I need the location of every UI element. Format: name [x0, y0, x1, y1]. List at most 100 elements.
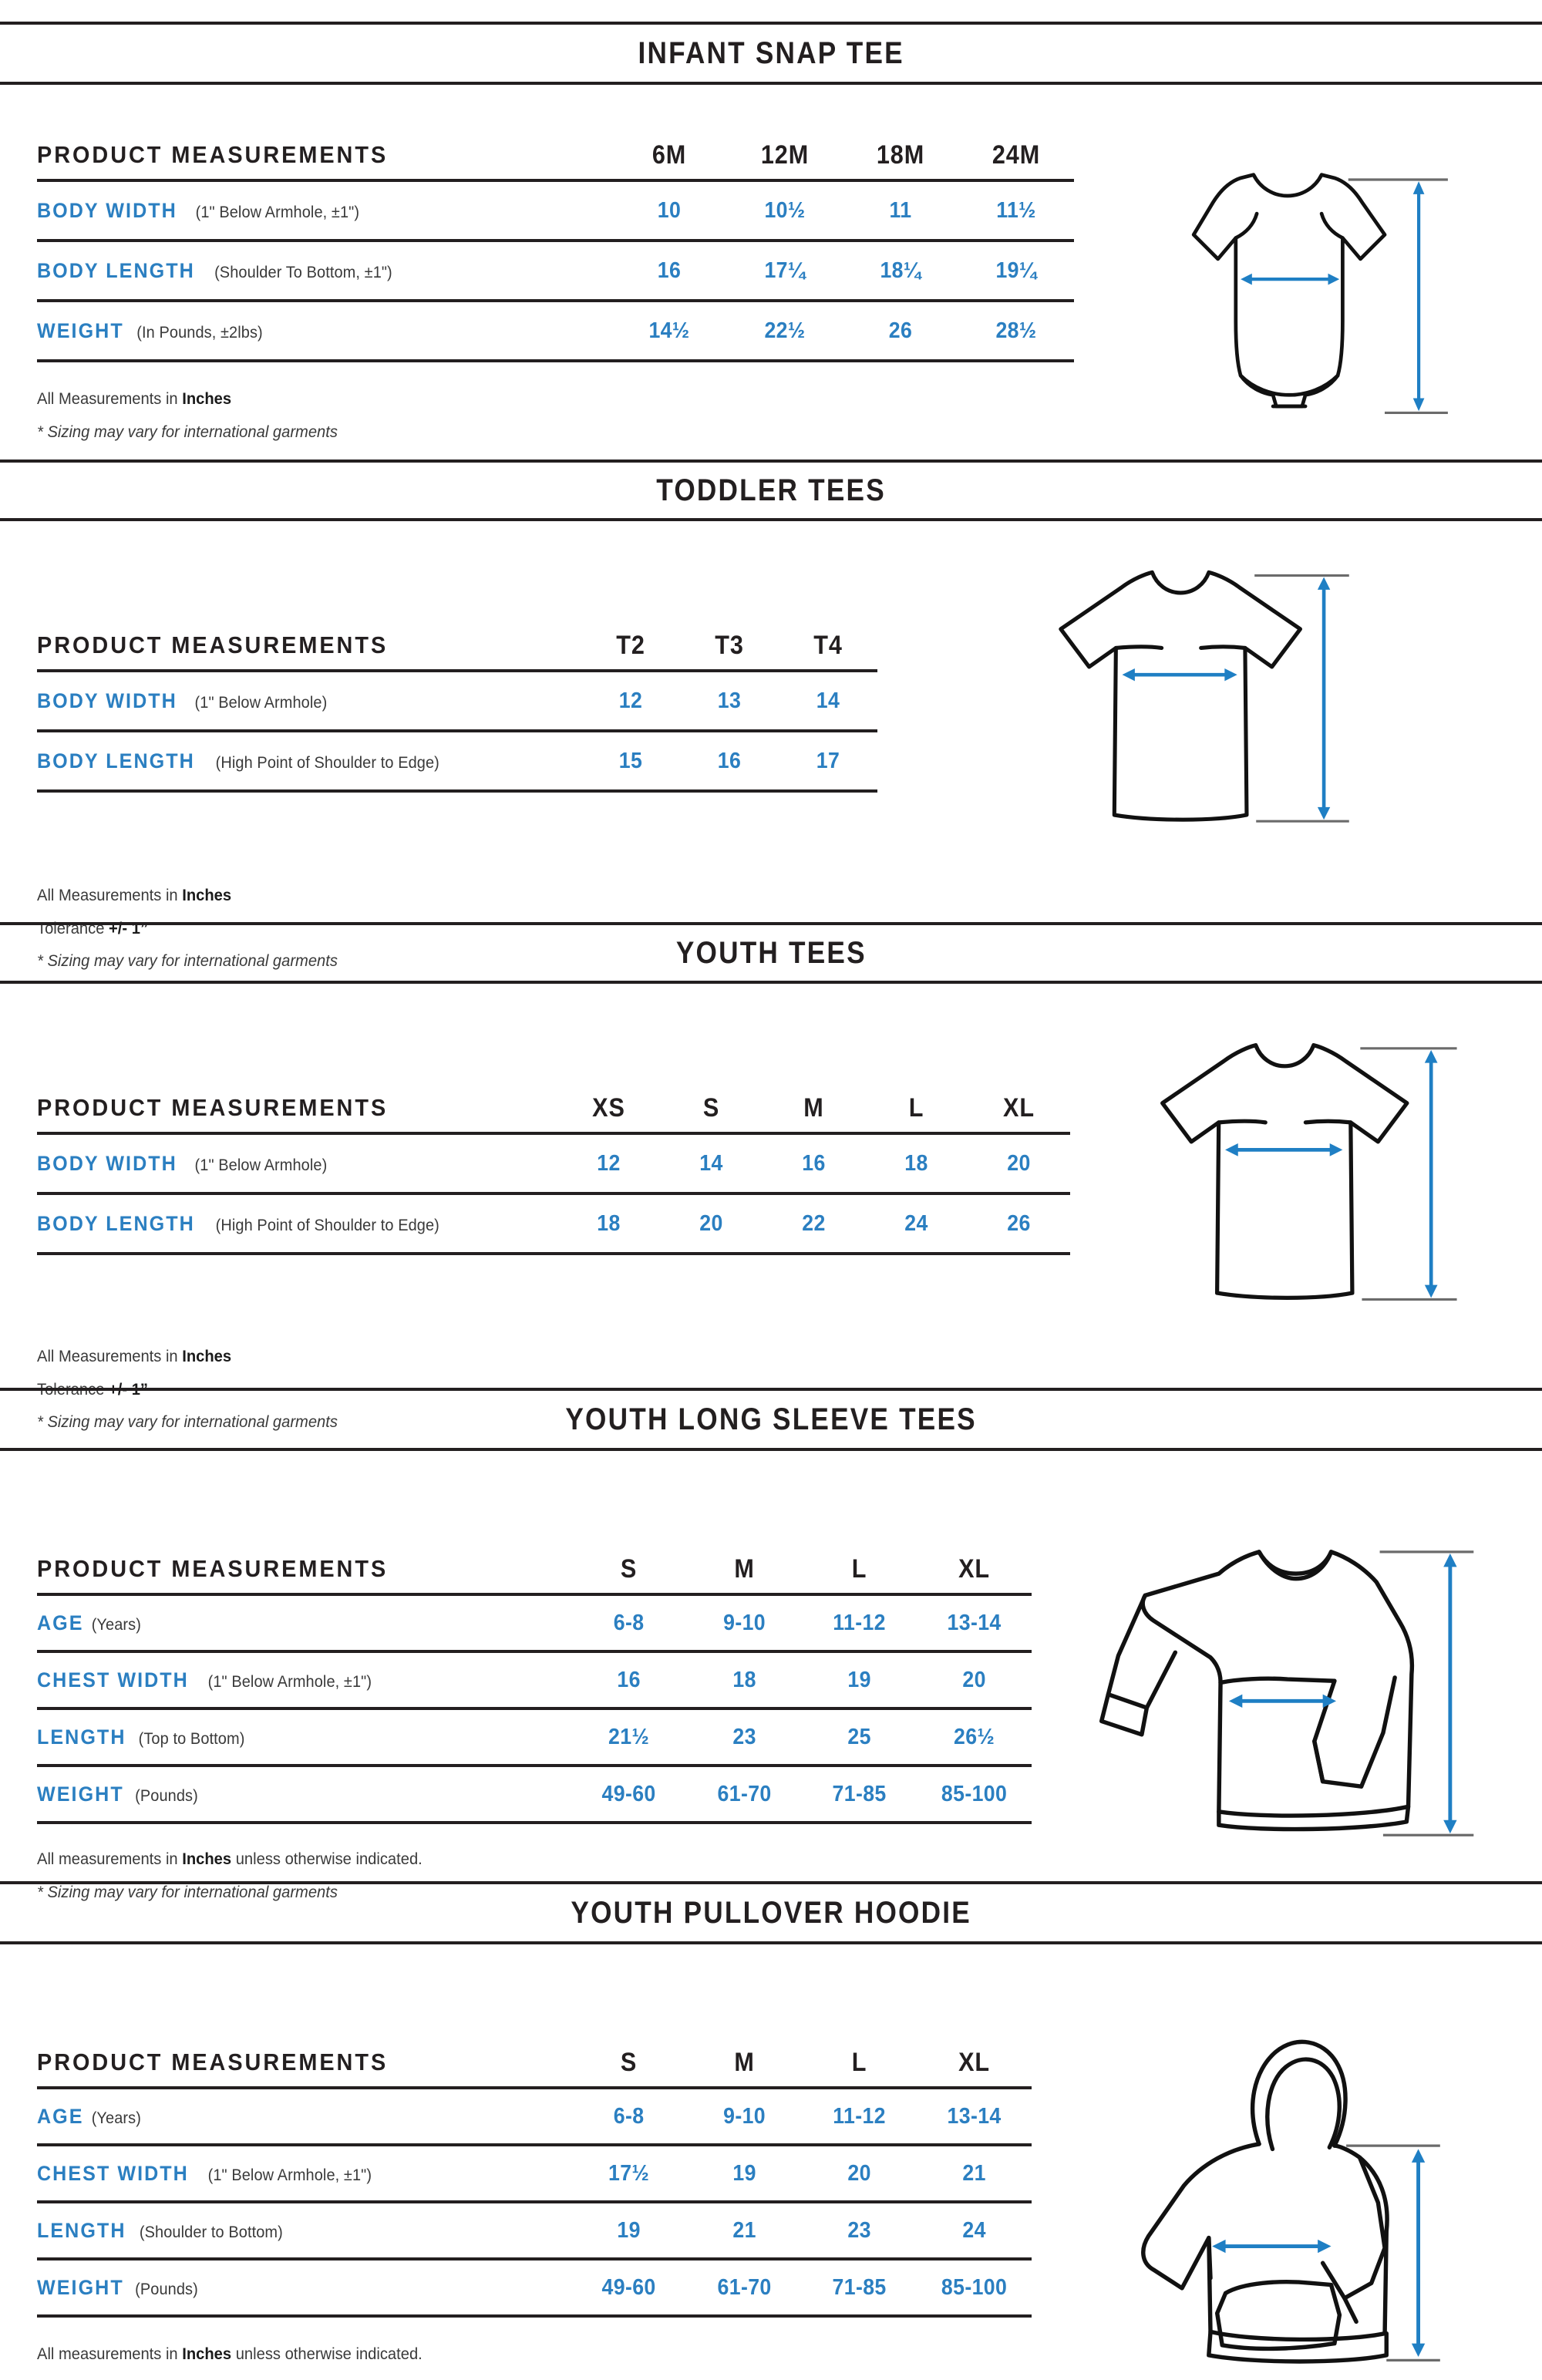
measurement-value: 13-14	[947, 1610, 1002, 1635]
table-bottom-rule	[37, 789, 877, 794]
table-header-row: PRODUCT MEASUREMENTS XS S M L XL	[37, 1084, 1070, 1133]
size-column-header: S	[621, 2047, 638, 2077]
footnote-text: * Sizing may vary for international garm…	[37, 1883, 338, 1901]
measurement-name: BODY WIDTH	[37, 198, 177, 222]
measurement-value: 26½	[953, 1724, 995, 1749]
measurements-table: PRODUCT MEASUREMENTS 6M 12M 18M 24M BODY WIDT…	[37, 131, 1074, 364]
size-column-header: 18M	[876, 140, 925, 170]
measurement-value: 21	[732, 2217, 756, 2243]
measurement-value: 16	[802, 1150, 826, 1176]
section-body: PRODUCT MEASUREMENTS S M L XL AGE (Years) 6-8 9-…	[0, 1451, 1542, 1901]
table-row: BODY WIDTH (1" Below Armhole) 12 14 16 18 20	[37, 1132, 1070, 1193]
measurement-value: 11	[889, 197, 912, 223]
product-measurements-header: PRODUCT MEASUREMENTS	[37, 1094, 389, 1121]
footnote-line: All Measurements in Inches	[37, 1345, 338, 1370]
size-column-header: S	[621, 1554, 638, 1584]
footnotes: All measurements in Inches unless otherw…	[37, 1847, 439, 1913]
section-divider-bottom	[0, 82, 1542, 85]
measurement-value: 61-70	[717, 1781, 772, 1806]
measurement-value: 71-85	[832, 2274, 887, 2300]
measurement-note: (1" Below Armhole, ±1")	[207, 1672, 372, 1691]
section-body: PRODUCT MEASUREMENTS 6M 12M 18M 24M BODY WIDT…	[0, 85, 1542, 447]
size-column-header: 6M	[651, 140, 687, 170]
measurement-value: 20	[847, 2160, 871, 2186]
measurement-value: 19	[617, 2217, 641, 2243]
table-row: AGE (Years) 6-8 9-10 11-12 13-14	[37, 1593, 1032, 1651]
measurements-table-wrapper: PRODUCT MEASUREMENTS XS S M L XL BODY WIDTH (1"…	[37, 1084, 1070, 1257]
measurement-value: 10	[657, 197, 682, 223]
measurement-name: AGE	[37, 1611, 84, 1634]
footnotes: All Measurements in Inches * Sizing may v…	[37, 387, 350, 453]
measurement-value: 11½	[996, 197, 1036, 223]
footnote-emphasis: Inches	[182, 390, 232, 408]
table-bottom-rule	[37, 359, 1074, 364]
measurements-table-wrapper: PRODUCT MEASUREMENTS T2 T3 T4 BODY WIDTH (1" …	[37, 621, 877, 794]
size-column-header: L	[851, 1554, 867, 1584]
section-divider-bottom	[0, 1448, 1542, 1451]
size-column-header: XL	[1003, 1092, 1035, 1123]
measurement-value: 20	[962, 1667, 986, 1692]
size-column-header: 24M	[992, 140, 1041, 170]
measurement-value: 20	[1007, 1150, 1031, 1176]
table-row: WEIGHT (Pounds) 49-60 61-70 71-85 85-100	[37, 2257, 1032, 2316]
measurements-table: PRODUCT MEASUREMENTS T2 T3 T4 BODY WIDTH (1" …	[37, 621, 877, 794]
measurement-name: WEIGHT	[37, 2275, 124, 2299]
measurement-note: (Pounds)	[135, 2280, 199, 2298]
footnote-line: * Sizing may vary for international garm…	[37, 1410, 338, 1436]
measurement-name: WEIGHT	[37, 1782, 124, 1806]
section-body: PRODUCT MEASUREMENTS XS S M L XL BODY WIDTH (1"…	[0, 984, 1542, 1431]
section-title: INFANT SNAP TEE	[638, 36, 904, 70]
measurement-value: 9-10	[722, 2103, 766, 2129]
measurement-value: 24	[904, 1210, 928, 1236]
measurement-value: 49-60	[601, 1781, 656, 1806]
measurement-note: (High Point of Shoulder to Edge)	[215, 753, 440, 772]
table-row: BODY LENGTH (High Point of Shoulder to Ed…	[37, 1192, 1070, 1254]
section-title: YOUTH LONG SLEEVE TEES	[565, 1402, 977, 1436]
measurement-value: 13	[717, 688, 742, 713]
measurement-value: 11-12	[832, 2103, 886, 2129]
measurement-name: BODY WIDTH	[37, 688, 177, 712]
footnote-emphasis: Inches	[182, 2345, 232, 2363]
measurement-value: 18	[732, 1667, 756, 1692]
footnote-text: All Measurements in	[37, 1348, 183, 1365]
measurement-value: 17	[816, 748, 840, 773]
size-column-header: M	[733, 1554, 755, 1584]
measurement-name: LENGTH	[37, 1725, 126, 1749]
table-row: BODY LENGTH (Shoulder To Bottom, ±1") 16 17…	[37, 239, 1074, 301]
measurements-table: PRODUCT MEASUREMENTS S M L XL AGE (Years) 6-8 9-…	[37, 1545, 1032, 1826]
section-title: YOUTH PULLOVER HOODIE	[571, 1896, 971, 1930]
footnote-text: * Sizing may vary for international garm…	[37, 1413, 338, 1432]
footnote-text: All measurements in	[37, 2345, 183, 2363]
measurement-note: (In Pounds, ±2lbs)	[136, 323, 263, 342]
size-column-header: T3	[715, 630, 744, 660]
garment-illustration-hoodie	[1095, 2021, 1480, 2380]
section-divider-top	[0, 22, 1542, 25]
measurement-value: 25	[847, 1724, 871, 1749]
table-row: BODY WIDTH (1" Below Armhole) 12 13 14	[37, 669, 877, 731]
section-divider-top	[0, 1388, 1542, 1391]
measurement-value: 14	[816, 688, 840, 713]
measurement-name: BODY LENGTH	[37, 258, 195, 282]
measurement-value: 20	[699, 1210, 723, 1236]
footnote-emphasis: Inches	[182, 1850, 232, 1868]
size-column-header: S	[702, 1092, 720, 1123]
size-column-header: T2	[616, 630, 645, 660]
measurement-value: 16	[657, 258, 682, 283]
table-bottom-rule	[37, 1821, 1032, 1826]
measurement-value: 6-8	[614, 2103, 645, 2129]
measurement-value: 12	[597, 1150, 621, 1176]
footnote-emphasis: Inches	[182, 1348, 232, 1365]
measurement-name: LENGTH	[37, 2218, 126, 2242]
measurement-name: BODY WIDTH	[37, 1151, 177, 1175]
measurement-value: 18	[904, 1150, 928, 1176]
table-header-row: PRODUCT MEASUREMENTS T2 T3 T4	[37, 621, 877, 671]
measurement-name: BODY LENGTH	[37, 749, 195, 773]
section-divider-top	[0, 1881, 1542, 1884]
section-divider-bottom	[0, 981, 1542, 984]
section-youth-pullover-hoodie: YOUTH PULLOVER HOODIE PRODUCT MEASUREMENT…	[0, 1881, 1542, 2380]
measurement-name: BODY LENGTH	[37, 1211, 195, 1235]
measurement-value: 26	[1007, 1210, 1031, 1236]
measurements-table-wrapper: PRODUCT MEASUREMENTS S M L XL AGE (Years) 6-8 9-…	[37, 2038, 1032, 2319]
